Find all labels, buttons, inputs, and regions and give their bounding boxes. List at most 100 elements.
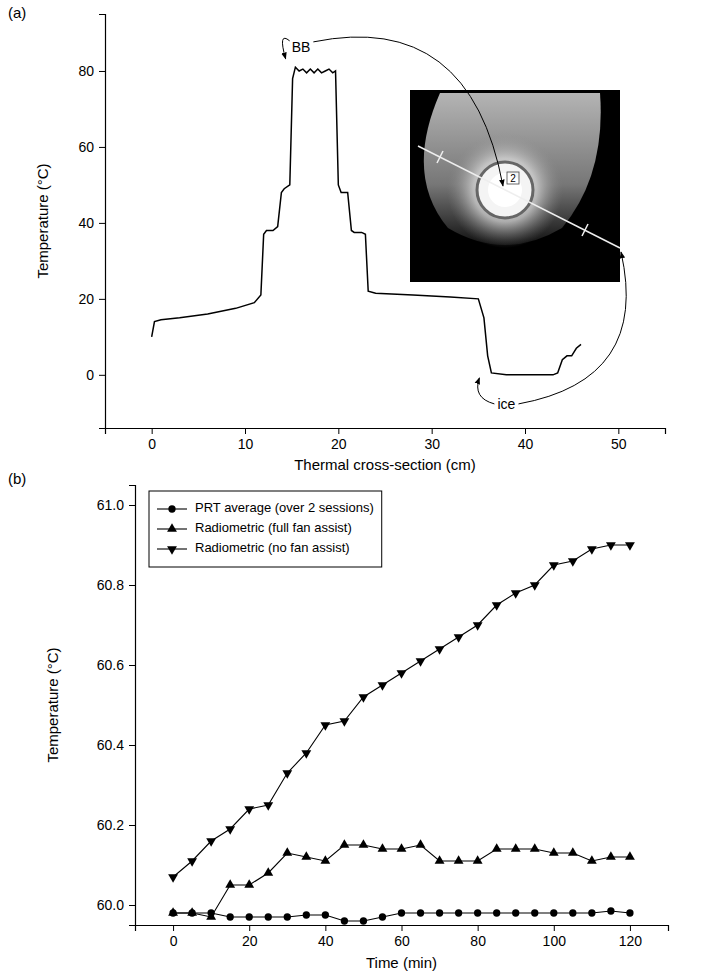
tick-mark (129, 585, 135, 586)
tick-mark (99, 223, 105, 224)
inset-image: 2 (410, 90, 620, 282)
tick-label: 61.0 (97, 497, 124, 513)
tick: 100 (543, 925, 567, 949)
tick: 120 (619, 925, 643, 949)
series-marker (301, 851, 311, 860)
series-marker (626, 909, 633, 916)
series-marker (530, 843, 540, 852)
legend-marker (167, 523, 177, 532)
series-line (173, 545, 630, 877)
series-marker (568, 847, 578, 856)
series-marker (416, 839, 426, 848)
series-marker (379, 913, 386, 920)
panel-label: (b) (8, 470, 26, 487)
series-marker (225, 826, 235, 835)
series-marker (168, 907, 178, 916)
series-marker (550, 909, 557, 916)
series-marker (359, 694, 369, 703)
tick-label: 60.0 (97, 897, 124, 913)
tick-mark (129, 665, 135, 666)
tick-label: 100 (543, 933, 567, 949)
tick-label: 50 (611, 436, 627, 452)
tick: 20 (331, 428, 347, 452)
inset-spot-box (507, 172, 519, 184)
series-marker (320, 722, 330, 731)
series-marker (265, 913, 272, 920)
series-marker (625, 542, 635, 551)
tick: 61.0 (97, 497, 135, 513)
series-marker (359, 839, 369, 848)
series-marker (455, 909, 462, 916)
tick-label: 40 (78, 215, 94, 231)
series-marker (339, 718, 349, 727)
tick-label: 80 (78, 63, 94, 79)
series-marker (303, 911, 310, 918)
legend-label: PRT average (over 2 sessions) (195, 500, 374, 515)
series-marker (454, 855, 464, 864)
annotation-arrow (478, 378, 495, 404)
series-marker (454, 634, 464, 643)
x-axis-title: Time (min) (366, 954, 437, 971)
tick-label: 30 (424, 436, 440, 452)
tick-mark (99, 375, 105, 376)
tick: 20 (242, 925, 258, 949)
x-axis: 020406080100120 (136, 925, 669, 949)
inset-profile-tick (582, 224, 588, 236)
panel: 01020304050020406080Thermal cross-sectio… (8, 4, 666, 473)
series-marker (341, 917, 348, 924)
series-marker (606, 851, 616, 860)
tick-mark (245, 428, 246, 434)
series-marker (244, 879, 254, 888)
series-marker (473, 622, 483, 631)
axis-line (129, 486, 136, 926)
series-marker (322, 911, 329, 918)
tick-label: 40 (518, 436, 534, 452)
series-marker (549, 562, 559, 571)
tick-mark (99, 299, 105, 300)
tick-mark (173, 925, 174, 931)
tick-mark (525, 428, 526, 434)
series-marker (187, 907, 197, 916)
legend-box (149, 491, 382, 567)
tick-label: 0 (86, 367, 94, 383)
panel-label: (a) (8, 4, 26, 21)
series-marker (320, 855, 330, 864)
tick: 0 (170, 925, 178, 949)
annotation-arrow (313, 37, 503, 186)
series-marker (587, 546, 597, 555)
y-axis: 60.060.260.460.660.861.0 (97, 486, 136, 926)
tick: 80 (470, 925, 486, 949)
tick: 10 (238, 428, 254, 452)
tick-mark (554, 925, 555, 931)
tick-label: 20 (331, 436, 347, 452)
series-marker (360, 917, 367, 924)
series-marker (227, 913, 234, 920)
series-marker (284, 913, 291, 920)
series-marker (206, 911, 216, 920)
series-marker (625, 851, 635, 860)
series-line (173, 845, 630, 917)
tick-mark (630, 925, 631, 931)
series-marker (492, 843, 502, 852)
series-marker (378, 682, 388, 691)
tick-mark (249, 925, 250, 931)
inset-background (410, 90, 620, 282)
tick-label: 60.2 (97, 817, 124, 833)
tick: 40 (78, 215, 105, 231)
series-marker (301, 750, 311, 759)
tick-mark (325, 925, 326, 931)
y-axis-title: Temperature (°C) (44, 647, 61, 762)
tick-mark (432, 428, 433, 434)
annotation-arrow (518, 252, 626, 404)
axis-line (106, 429, 666, 435)
plot-area (168, 542, 635, 924)
series-marker (225, 879, 235, 888)
series-line (152, 67, 581, 375)
legend-marker (167, 546, 177, 555)
tick-mark (402, 925, 403, 931)
series-marker (587, 855, 597, 864)
tick-label: 10 (238, 436, 254, 452)
tick: 20 (78, 291, 105, 307)
tick-label: 60.4 (97, 737, 124, 753)
tick-label: 20 (242, 933, 258, 949)
